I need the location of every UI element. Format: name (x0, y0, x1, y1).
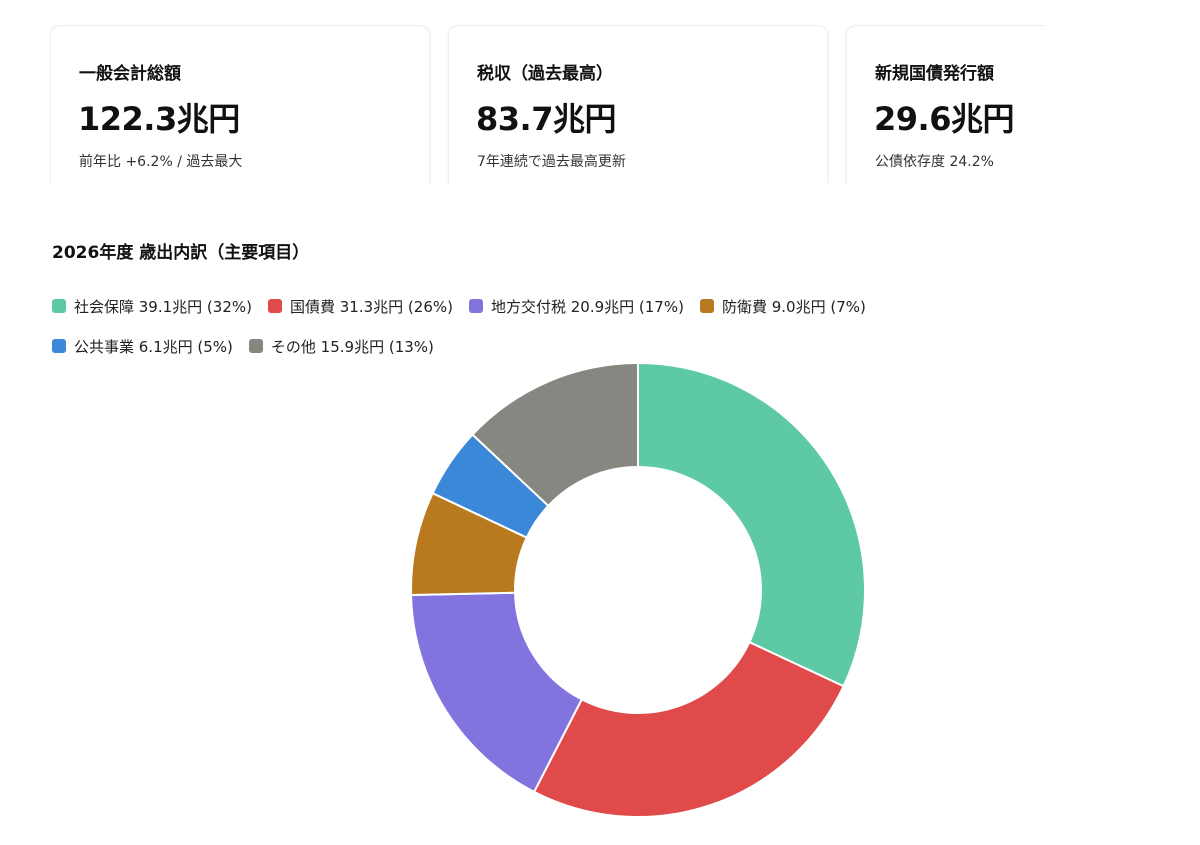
card-subtext: 前年比 +6.2% / 過去最大 (79, 154, 243, 170)
legend-swatch (267, 299, 282, 313)
legend-item[interactable]: 公共事業 6.1兆円 (5%) (52, 336, 233, 357)
legend-item[interactable]: 地方交付税 20.9兆円 (17%) (468, 296, 684, 317)
donut-slice-2[interactable] (532, 640, 845, 818)
card-subtext: 公債依存度 24.2% (875, 154, 994, 170)
legend-label: 国債費 31.3兆円 (26%) (289, 297, 453, 316)
donut-slice-1[interactable] (637, 361, 866, 688)
card-subtext: 7年連続で過去最高更新 (477, 154, 626, 170)
chart-title: 2026年度 歳出内訳（主要項目） (52, 243, 310, 263)
summary-cards: 一般会計総額 122.3兆円 前年比 +6.2% / 過去最大 税収（過去最高）… (50, 25, 1045, 183)
legend-item[interactable]: 社会保障 39.1兆円 (32%) (52, 296, 252, 317)
legend-swatch (52, 299, 66, 313)
legend-swatch (699, 299, 714, 313)
card-total-budget: 一般会計総額 122.3兆円 前年比 +6.2% / 過去最大 (50, 25, 430, 183)
legend-item[interactable]: 国債費 31.3兆円 (26%) (267, 296, 453, 317)
legend-label: 社会保障 39.1兆円 (32%) (74, 297, 252, 316)
card-value: 122.3兆円 (78, 100, 240, 138)
legend-item[interactable]: 防衛費 9.0兆円 (7%) (699, 296, 866, 317)
legend-swatch (468, 299, 483, 313)
legend-item[interactable]: その他 15.9兆円 (13%) (248, 336, 434, 357)
legend-label: その他 15.9兆円 (13%) (270, 337, 434, 356)
card-title: 税収（過去最高） (477, 64, 613, 84)
legend-label: 地方交付税 20.9兆円 (17%) (490, 297, 684, 316)
card-value: 83.7兆円 (476, 100, 616, 138)
card-new-bonds: 新規国債発行額 29.6兆円 公債依存度 24.2% (846, 25, 1045, 183)
legend-label: 公共事業 6.1兆円 (5%) (74, 337, 233, 356)
legend-label: 防衛費 9.0兆円 (7%) (721, 297, 866, 316)
card-title: 一般会計総額 (79, 64, 181, 84)
card-tax-revenue: 税収（過去最高） 83.7兆円 7年連続で過去最高更新 (448, 25, 828, 183)
legend-swatch (52, 339, 66, 353)
donut-slice-6[interactable] (471, 361, 639, 508)
chart-legend: 社会保障 39.1兆円 (32%) 国債費 31.3兆円 (26%) 地方交付税 2… (52, 286, 1032, 366)
legend-swatch (248, 339, 263, 353)
card-value: 29.6兆円 (874, 100, 1014, 138)
donut-slice-3[interactable] (410, 591, 584, 794)
card-title: 新規国債発行額 (875, 64, 994, 84)
